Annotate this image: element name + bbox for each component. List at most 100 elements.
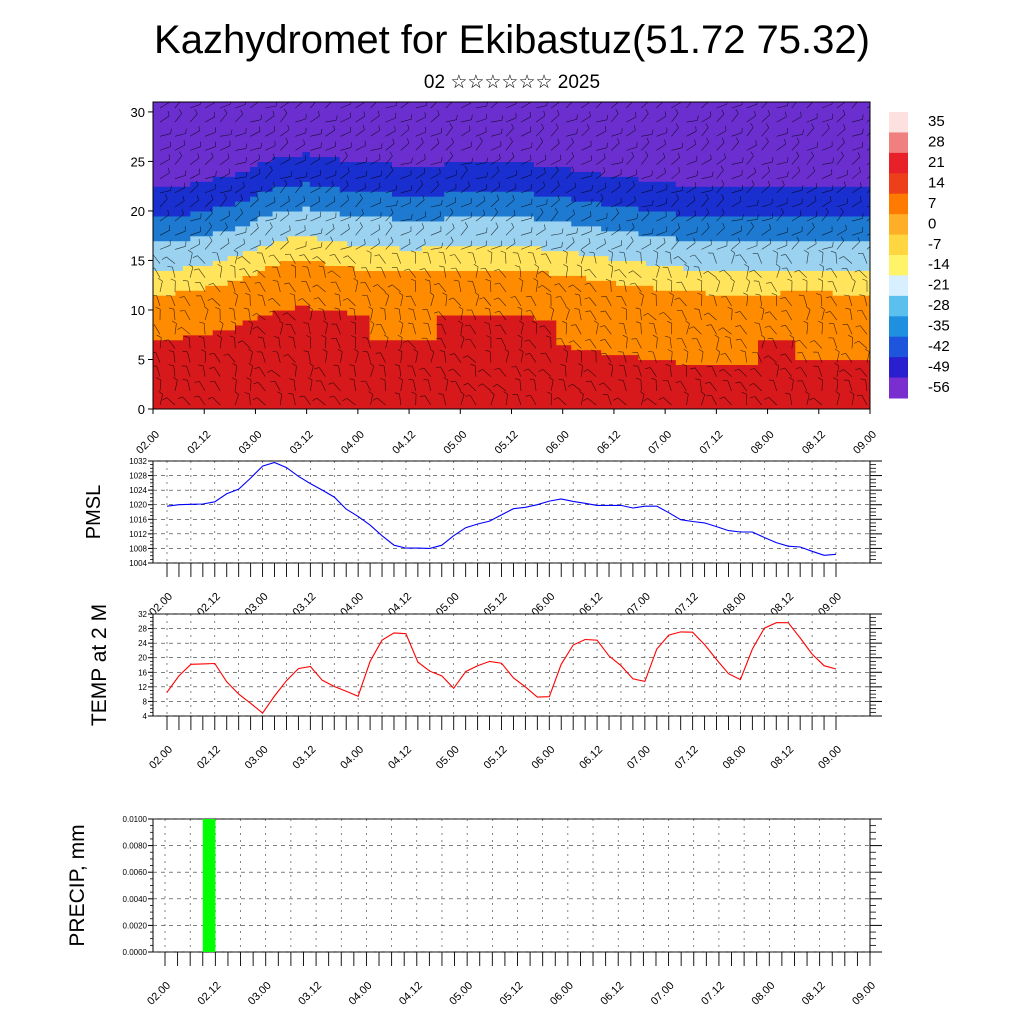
temperature-cell [436, 191, 445, 197]
temperature-cell [638, 166, 647, 172]
temperature-cell [257, 364, 266, 370]
temperature-cell [235, 399, 244, 405]
temperature-cell [324, 106, 333, 113]
temperature-cell [675, 186, 684, 192]
temperature-cell [459, 111, 468, 118]
temperature-cell [429, 156, 438, 163]
temperature-cell [668, 250, 677, 257]
temperature-cell [354, 111, 363, 118]
temperature-cell [429, 220, 438, 227]
temperature-cell [504, 191, 513, 197]
temperature-cell [294, 305, 303, 311]
temperature-cell [414, 240, 423, 247]
temperature-cell [302, 186, 311, 192]
temperature-cell [616, 161, 625, 167]
temperature-cell [690, 389, 699, 395]
temperature-cell [294, 404, 303, 409]
temperature-cell [227, 250, 236, 257]
temperature-cell [347, 389, 356, 395]
temperature-cell [167, 205, 177, 212]
temperature-cell [578, 230, 587, 237]
temperature-cell [339, 210, 348, 217]
temperature-cell [399, 364, 408, 370]
temperature-cell [713, 111, 722, 118]
temperature-cell [556, 102, 565, 108]
temperature-cell [668, 111, 677, 118]
temperature-cell [459, 106, 468, 113]
temperature-cell [377, 394, 386, 400]
temperature-cell [332, 295, 341, 301]
temperature-cell [205, 111, 214, 118]
temperature-cell [623, 196, 632, 202]
temperature-cell [623, 384, 632, 390]
temperature-cell [556, 106, 565, 113]
temperature-cell [235, 275, 244, 281]
temperature-cell [250, 116, 259, 123]
temperature-cell [339, 102, 348, 108]
temperature-cell [160, 235, 169, 242]
temperature-cell [250, 344, 259, 351]
temperature-cell [250, 166, 259, 172]
temperature-cell [384, 324, 393, 331]
temperature-cell [548, 394, 557, 400]
temperature-cell [653, 111, 662, 118]
temperature-cell [392, 319, 401, 326]
temperature-cell [414, 290, 423, 296]
temperature-cell [735, 374, 744, 380]
temperature-cell [332, 191, 341, 197]
temperature-cell [511, 280, 520, 286]
temperature-cell [675, 339, 684, 346]
temperature-cell [668, 384, 677, 390]
temperature-cell [392, 191, 401, 197]
temperature-cell [526, 349, 535, 356]
temperature-cell [257, 275, 266, 281]
temperature-cell [645, 275, 655, 281]
temperature-cell [608, 404, 617, 409]
temperature-cell [384, 215, 393, 222]
temperature-cell [638, 354, 647, 361]
temperature-cell [474, 359, 483, 366]
temperature-cell [279, 181, 289, 187]
temperature-cell [713, 295, 722, 301]
temperature-cell [190, 161, 199, 167]
temperature-cell [608, 126, 617, 133]
temperature-cell [317, 255, 326, 262]
temperature-cell [556, 295, 565, 301]
temperature-cell [362, 399, 371, 405]
temperature-cell [675, 275, 684, 281]
temperature-cell [220, 270, 229, 276]
temperature-cell [518, 166, 528, 172]
temperature-cell [429, 136, 438, 143]
temperature-cell [339, 265, 348, 271]
temperature-cell [616, 399, 625, 405]
temperature-cell [332, 305, 341, 311]
temperature-cell [601, 255, 610, 262]
temperature-cell [645, 245, 655, 252]
temperature-cell [362, 220, 371, 227]
temperature-cell [631, 339, 640, 346]
temperature-cell [675, 111, 684, 118]
temperature-cell [392, 126, 401, 133]
temperature-cell [660, 280, 669, 286]
temperature-cell [631, 394, 640, 400]
temperature-cell [272, 319, 281, 326]
temperature-cell [608, 319, 617, 326]
temperature-cell [279, 111, 289, 118]
temperature-cell [436, 151, 445, 158]
temperature-cell [645, 201, 655, 207]
temperature-cell [623, 280, 632, 286]
temperature-cell [518, 215, 528, 222]
temperature-cell [302, 141, 311, 148]
temperature-cell [429, 290, 438, 296]
temperature-cell [593, 404, 602, 409]
temperature-cell [593, 319, 602, 326]
temperature-cell [272, 201, 281, 207]
temperature-cell [160, 225, 169, 232]
temperature-cell [190, 116, 199, 123]
temperature-cell [601, 196, 610, 202]
temperature-cell [541, 399, 550, 405]
temperature-cell [153, 215, 162, 222]
temperature-cell [586, 171, 595, 177]
temperature-cell [683, 136, 692, 143]
temperature-cell [406, 319, 416, 326]
